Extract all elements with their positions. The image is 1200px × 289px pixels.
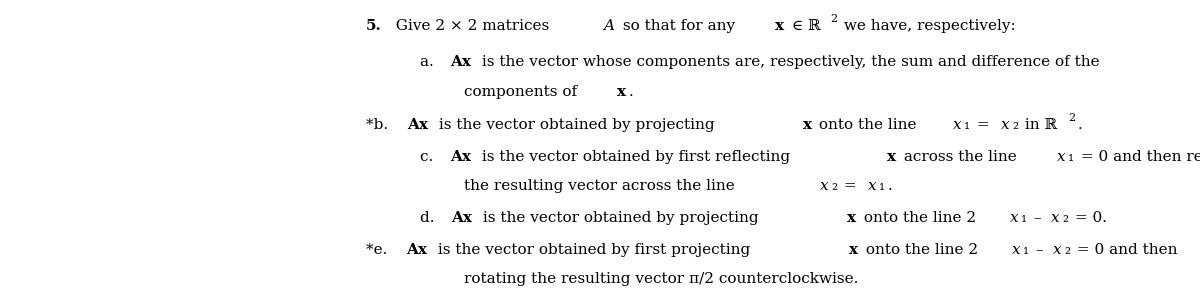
Text: is the vector whose components are, respectively, the sum and difference of the: is the vector whose components are, resp… <box>478 55 1100 69</box>
Text: x: x <box>953 118 961 131</box>
Text: ₂: ₂ <box>1062 211 1068 225</box>
Text: 2: 2 <box>830 14 838 24</box>
Text: x: x <box>868 179 877 193</box>
Text: x: x <box>848 243 858 257</box>
Text: .: . <box>629 85 634 99</box>
Text: x: x <box>820 179 829 193</box>
Text: =: = <box>839 179 862 193</box>
Text: ₂: ₂ <box>1064 243 1070 257</box>
Text: Give 2 × 2 matrices: Give 2 × 2 matrices <box>386 19 554 33</box>
Text: across the line: across the line <box>899 150 1021 164</box>
Text: = 0 and then: = 0 and then <box>1073 243 1177 257</box>
Text: is the vector obtained by projecting: is the vector obtained by projecting <box>479 211 764 225</box>
Text: ₁: ₁ <box>1022 243 1030 257</box>
Text: d.: d. <box>420 211 444 225</box>
Text: 2: 2 <box>1068 112 1075 123</box>
Text: onto the line 2: onto the line 2 <box>860 243 978 257</box>
Text: components of: components of <box>464 85 582 99</box>
Text: Ax: Ax <box>451 211 473 225</box>
Text: ₁: ₁ <box>1021 211 1027 225</box>
Text: –: – <box>1028 211 1046 225</box>
Text: x: x <box>1054 243 1062 257</box>
Text: so that for any: so that for any <box>618 19 739 33</box>
Text: in ℝ: in ℝ <box>1020 118 1057 131</box>
Text: x: x <box>847 211 856 225</box>
Text: x: x <box>1057 150 1066 164</box>
Text: Ax: Ax <box>450 55 472 69</box>
Text: x: x <box>1009 211 1019 225</box>
Text: ₂: ₂ <box>1012 118 1019 131</box>
Text: .: . <box>1078 118 1082 131</box>
Text: onto the line: onto the line <box>815 118 922 131</box>
Text: x: x <box>617 85 625 99</box>
Text: ∈ ℝ: ∈ ℝ <box>787 19 821 33</box>
Text: x: x <box>1001 118 1009 131</box>
Text: c.: c. <box>420 150 443 164</box>
Text: is the vector obtained by projecting: is the vector obtained by projecting <box>434 118 720 131</box>
Text: ₁: ₁ <box>1068 150 1074 164</box>
Text: = 0.: = 0. <box>1070 211 1108 225</box>
Text: = 0 and then reflecting: = 0 and then reflecting <box>1076 150 1200 164</box>
Text: –: – <box>1031 243 1049 257</box>
Text: is the vector obtained by first reflecting: is the vector obtained by first reflecti… <box>476 150 794 164</box>
Text: ₁: ₁ <box>964 118 970 131</box>
Text: A: A <box>604 19 614 33</box>
Text: rotating the resulting vector π/2 counterclockwise.: rotating the resulting vector π/2 counte… <box>464 272 859 286</box>
Text: Ax: Ax <box>407 118 428 131</box>
Text: x: x <box>803 118 811 131</box>
Text: x: x <box>775 19 784 33</box>
Text: ₁: ₁ <box>880 179 886 193</box>
Text: 5.: 5. <box>366 19 382 33</box>
Text: x: x <box>1051 211 1060 225</box>
Text: is the vector obtained by first projecting: is the vector obtained by first projecti… <box>433 243 755 257</box>
Text: a.: a. <box>420 55 444 69</box>
Text: x: x <box>1012 243 1020 257</box>
Text: *e.: *e. <box>366 243 397 257</box>
Text: onto the line 2: onto the line 2 <box>858 211 976 225</box>
Text: *b.: *b. <box>366 118 398 131</box>
Text: ₂: ₂ <box>832 179 838 193</box>
Text: .: . <box>887 179 892 193</box>
Text: Ax: Ax <box>450 150 470 164</box>
Text: we have, respectively:: we have, respectively: <box>839 19 1016 33</box>
Text: the resulting vector across the line: the resulting vector across the line <box>464 179 740 193</box>
Text: Ax: Ax <box>406 243 427 257</box>
Text: x: x <box>887 150 896 164</box>
Text: =: = <box>972 118 995 131</box>
